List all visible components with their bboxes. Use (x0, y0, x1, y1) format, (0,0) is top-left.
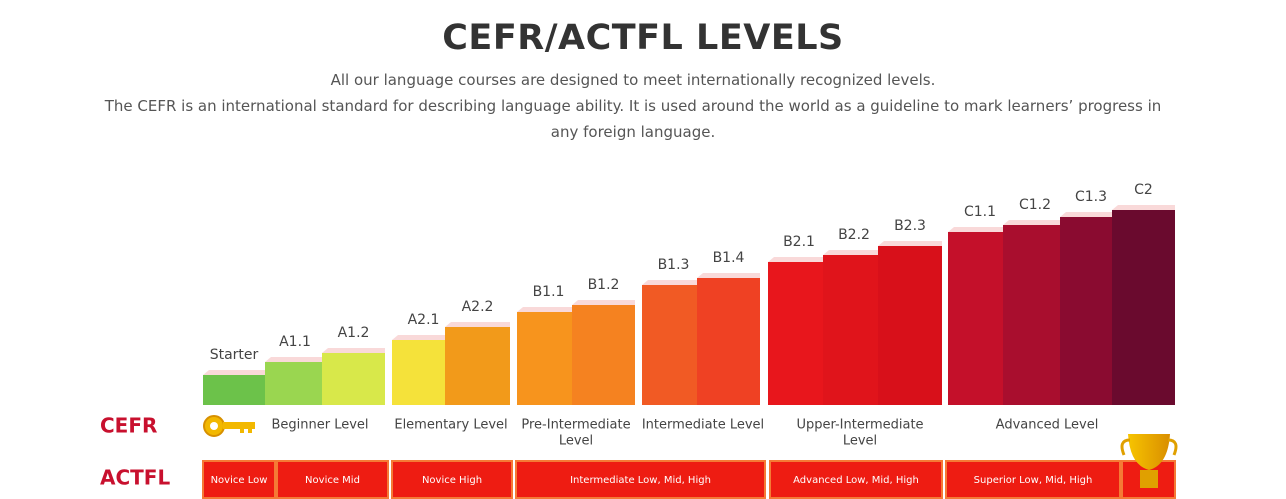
group-label: Level (559, 434, 593, 449)
level-bar (823, 255, 885, 405)
level-bar-top (948, 227, 1012, 232)
group-label: Elementary Level (394, 418, 507, 433)
level-label: B2.2 (838, 227, 870, 243)
trophy-base (1140, 470, 1158, 488)
group-label: Pre-Intermediate (521, 418, 630, 433)
intro-line: The CEFR is an international standard fo… (104, 97, 1162, 141)
level-bar (392, 340, 455, 405)
actfl-label: Advanced Low, Mid, High (793, 475, 919, 486)
level-bar (517, 312, 580, 405)
level-label: B1.2 (588, 277, 620, 293)
level-label: Starter (210, 347, 259, 363)
intro-line: All our language courses are designed to… (330, 71, 936, 89)
level-bar-top (1003, 220, 1067, 225)
level-bar (1003, 225, 1067, 405)
group-label: Beginner Level (271, 418, 368, 433)
level-label: C1.1 (964, 204, 996, 220)
actfl-label: Superior Low, Mid, High (974, 475, 1093, 486)
level-label: A2.2 (462, 299, 494, 315)
level-label: C2 (1134, 182, 1153, 198)
actfl-label: Novice High (422, 475, 482, 486)
group-label: Upper-Intermediate (796, 418, 923, 433)
row-label: CEFR (100, 414, 157, 438)
level-bar-top (322, 348, 385, 353)
level-label: B2.1 (783, 234, 815, 250)
actfl-label: Novice Low (211, 475, 268, 486)
trophy-handles (1120, 438, 1178, 456)
level-bar (768, 262, 830, 405)
level-label: A2.1 (408, 312, 440, 328)
level-bar (572, 305, 635, 405)
level-label: C1.2 (1019, 197, 1051, 213)
level-label: B1.4 (713, 250, 745, 266)
level-bar-top (517, 307, 580, 312)
level-bar-top (1060, 212, 1122, 217)
level-bar (1060, 217, 1122, 405)
level-label: B1.1 (533, 284, 565, 300)
row-label: ACTFL (100, 466, 170, 490)
actfl-segment (202, 460, 276, 499)
level-bar (878, 246, 942, 405)
key-icon (203, 415, 255, 437)
level-bar (322, 353, 385, 405)
actfl-segment (769, 460, 943, 499)
level-label: B1.3 (658, 257, 690, 273)
trophy-cup (1128, 434, 1170, 470)
level-label: B2.3 (894, 218, 926, 234)
level-bar-top (265, 357, 325, 362)
level-bar (445, 327, 510, 405)
level-bar-top (768, 257, 830, 262)
level-bar-top (572, 300, 635, 305)
level-bar-top (823, 250, 885, 255)
level-label: A1.2 (338, 325, 370, 341)
trophy-icon (1120, 434, 1178, 488)
actfl-segment (391, 460, 513, 499)
actfl-label: Intermediate Low, Mid, High (570, 475, 711, 486)
level-bar-top (1112, 205, 1175, 210)
actfl-label: Novice Mid (305, 475, 360, 486)
level-bar-top (642, 280, 705, 285)
level-bar (697, 278, 760, 405)
level-bar-top (203, 370, 265, 375)
level-label: C1.3 (1075, 189, 1107, 205)
level-bar (1112, 210, 1175, 405)
level-bar (265, 362, 325, 405)
group-label: Advanced Level (996, 418, 1099, 433)
level-label: A1.1 (279, 334, 311, 350)
actfl-segment (276, 460, 389, 499)
actfl-segment (945, 460, 1121, 499)
level-bar (948, 232, 1012, 405)
level-bar-top (878, 241, 942, 246)
level-bar-top (697, 273, 760, 278)
level-bar-top (445, 322, 510, 327)
group-label: Intermediate Level (642, 418, 764, 433)
level-bar (203, 375, 265, 405)
group-label: Level (843, 434, 877, 449)
title: CEFR/ACTFL LEVELS (442, 18, 844, 58)
level-bar-top (392, 335, 455, 340)
level-bar (642, 285, 705, 405)
actfl-segment (515, 460, 766, 499)
